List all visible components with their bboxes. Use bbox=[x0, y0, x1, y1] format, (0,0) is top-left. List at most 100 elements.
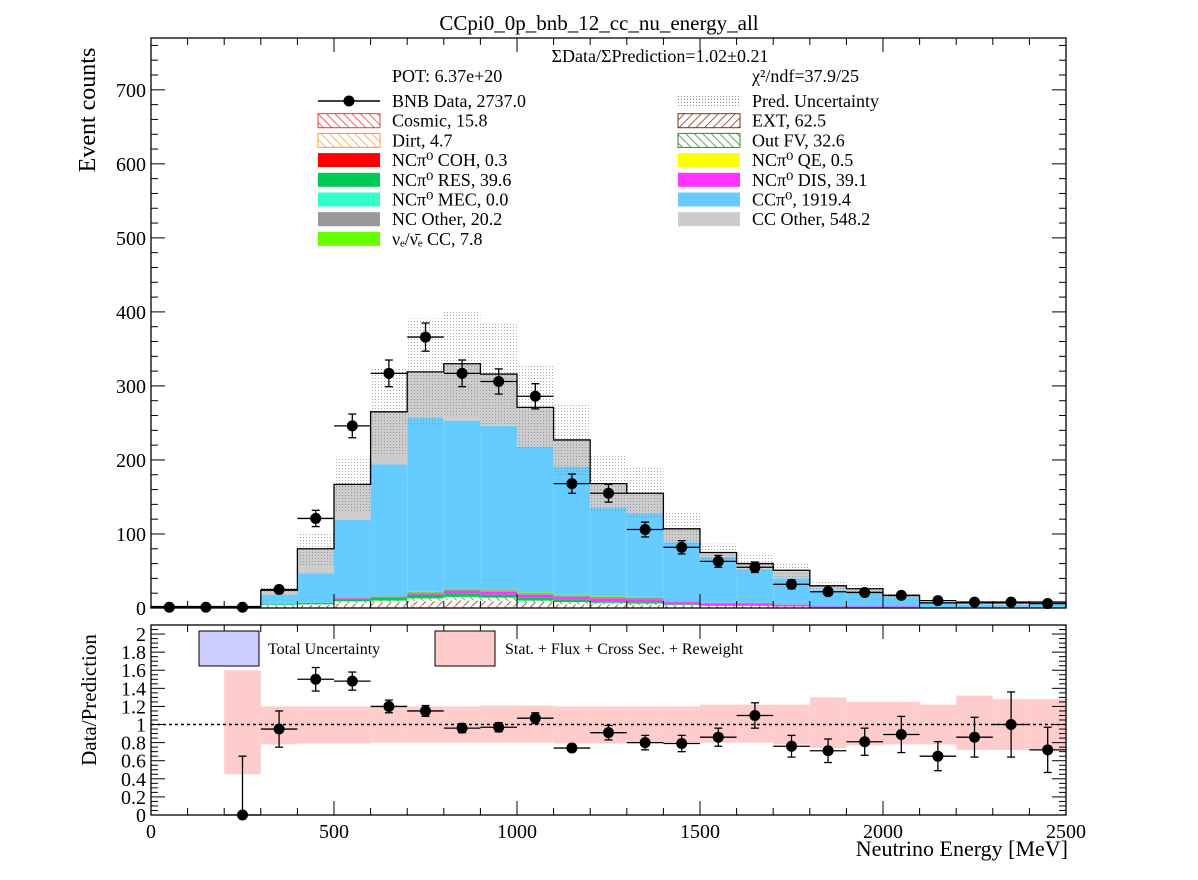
ratio-point bbox=[919, 741, 957, 772]
legend-swatch bbox=[318, 172, 380, 187]
data-marker bbox=[346, 420, 358, 432]
legend-entry: CCπ⁰, 1919.4 bbox=[678, 190, 851, 210]
legend-label: BNB Data, 2737.0 bbox=[392, 91, 526, 111]
legend-swatch bbox=[318, 153, 380, 168]
ratio-y-tick-label: 1.6 bbox=[121, 660, 146, 682]
stack-bar bbox=[626, 603, 664, 606]
ratio-point bbox=[663, 734, 700, 753]
data-point bbox=[590, 483, 627, 503]
ratio-point bbox=[626, 734, 664, 751]
stack-bar bbox=[370, 596, 408, 597]
x-axis-ticks-top bbox=[150, 38, 1067, 608]
ratio-points bbox=[224, 666, 1066, 821]
ratio-marker bbox=[859, 736, 871, 748]
ratio-point bbox=[297, 666, 334, 692]
legend-entry: NC Other, 20.2 bbox=[318, 209, 502, 229]
stack-bar bbox=[407, 605, 444, 608]
stack-bar bbox=[370, 596, 408, 598]
ratio-y-axis-title: Data/Prediction bbox=[77, 634, 101, 766]
stack-bar bbox=[700, 605, 737, 607]
data-point bbox=[883, 589, 920, 601]
legend-entry: EXT, 62.5 bbox=[677, 111, 826, 131]
ratio-marker bbox=[969, 731, 980, 743]
legend-entry: NCπ⁰ DIS, 39.1 bbox=[678, 170, 867, 190]
ratio-marker bbox=[310, 673, 322, 685]
stack-bar bbox=[553, 595, 591, 597]
stack-bar bbox=[480, 425, 517, 590]
stack-bar bbox=[334, 602, 371, 604]
stack-bar bbox=[334, 601, 371, 603]
stack-bar bbox=[736, 603, 774, 606]
ratio-y-tick-label: 0.6 bbox=[121, 751, 146, 773]
ratio-plot-area: 00.20.40.60.811.21.41.61.820 500 1000 1500 2… bbox=[121, 624, 1086, 843]
ratio-marker bbox=[493, 721, 505, 733]
ratio-point bbox=[992, 691, 1030, 758]
ratio-y-ticks: 00.20.40.60.811.21.41.61.82 bbox=[121, 624, 1066, 827]
y-tick-label: 300 bbox=[116, 376, 146, 398]
stack-bar bbox=[480, 589, 517, 591]
data-point bbox=[809, 586, 847, 598]
y-tick-label: 600 bbox=[116, 154, 146, 176]
stack-bar bbox=[553, 596, 591, 600]
ratio-y-tick-label: 1.8 bbox=[121, 642, 146, 664]
ratio-legend-entry: Stat. + Flux + Cross Sec. + Reweight bbox=[434, 630, 744, 667]
ratio-y-tick-label: 1.4 bbox=[121, 678, 146, 700]
data-marker bbox=[932, 595, 944, 607]
data-marker bbox=[895, 589, 907, 601]
stack-bar bbox=[407, 593, 444, 595]
legend-entry: NCπ⁰ RES, 39.6 bbox=[318, 170, 511, 190]
data-point bbox=[224, 601, 261, 613]
stack-bar bbox=[517, 602, 554, 607]
data-marker bbox=[383, 367, 395, 379]
data-marker bbox=[237, 601, 248, 613]
stack-layer-nue-cc bbox=[407, 588, 664, 598]
data-point bbox=[663, 539, 700, 555]
data-marker bbox=[493, 375, 505, 387]
stack-bar bbox=[334, 519, 371, 598]
data-points bbox=[151, 322, 1066, 613]
ratio-marker bbox=[273, 723, 285, 735]
y-tick-label: 400 bbox=[116, 302, 146, 324]
stack-bar bbox=[517, 600, 554, 603]
legend-entry: Out FV, 32.6 bbox=[677, 130, 845, 150]
data-point bbox=[370, 359, 408, 388]
stack-bar bbox=[370, 597, 408, 601]
stack-bar bbox=[260, 605, 298, 608]
data-marker bbox=[1005, 596, 1017, 608]
stack-bar bbox=[663, 605, 700, 606]
stack-bar bbox=[736, 606, 774, 608]
stack-bar bbox=[590, 596, 627, 597]
ratio-point bbox=[553, 742, 591, 754]
stack-bar bbox=[443, 605, 481, 608]
legend-swatch bbox=[678, 153, 740, 168]
ratio-point bbox=[334, 671, 371, 691]
data-marker bbox=[786, 578, 797, 590]
stat-summary: ΣData/ΣPrediction=1.02±0.21 bbox=[552, 46, 769, 66]
ratio-point bbox=[443, 722, 481, 734]
ratio-marker bbox=[603, 727, 614, 739]
data-marker bbox=[420, 331, 431, 343]
data-point bbox=[919, 595, 957, 607]
ratio-band-bar bbox=[334, 706, 371, 744]
legend-swatch bbox=[677, 113, 741, 129]
ratio-marker bbox=[346, 675, 358, 687]
legend-swatch bbox=[318, 192, 380, 207]
ratio-marker bbox=[383, 700, 395, 712]
data-marker bbox=[859, 586, 871, 598]
stack-bar bbox=[370, 464, 408, 597]
ratio-marker bbox=[895, 728, 907, 740]
x-tick-label: 1000 bbox=[497, 821, 537, 843]
ratio-y-tick-label: 2 bbox=[136, 624, 146, 646]
ratio-point bbox=[590, 724, 627, 741]
legend-swatch bbox=[678, 212, 740, 227]
stack-bar bbox=[626, 596, 664, 598]
ratio-point bbox=[956, 716, 993, 758]
data-point bbox=[846, 586, 883, 598]
ratio-y-tick-label: 0.8 bbox=[121, 733, 146, 755]
data-point bbox=[956, 596, 993, 608]
stack-bar bbox=[590, 602, 627, 605]
stack-bar bbox=[407, 417, 444, 592]
legend-swatch bbox=[318, 231, 380, 246]
ratio-marker bbox=[639, 737, 651, 749]
